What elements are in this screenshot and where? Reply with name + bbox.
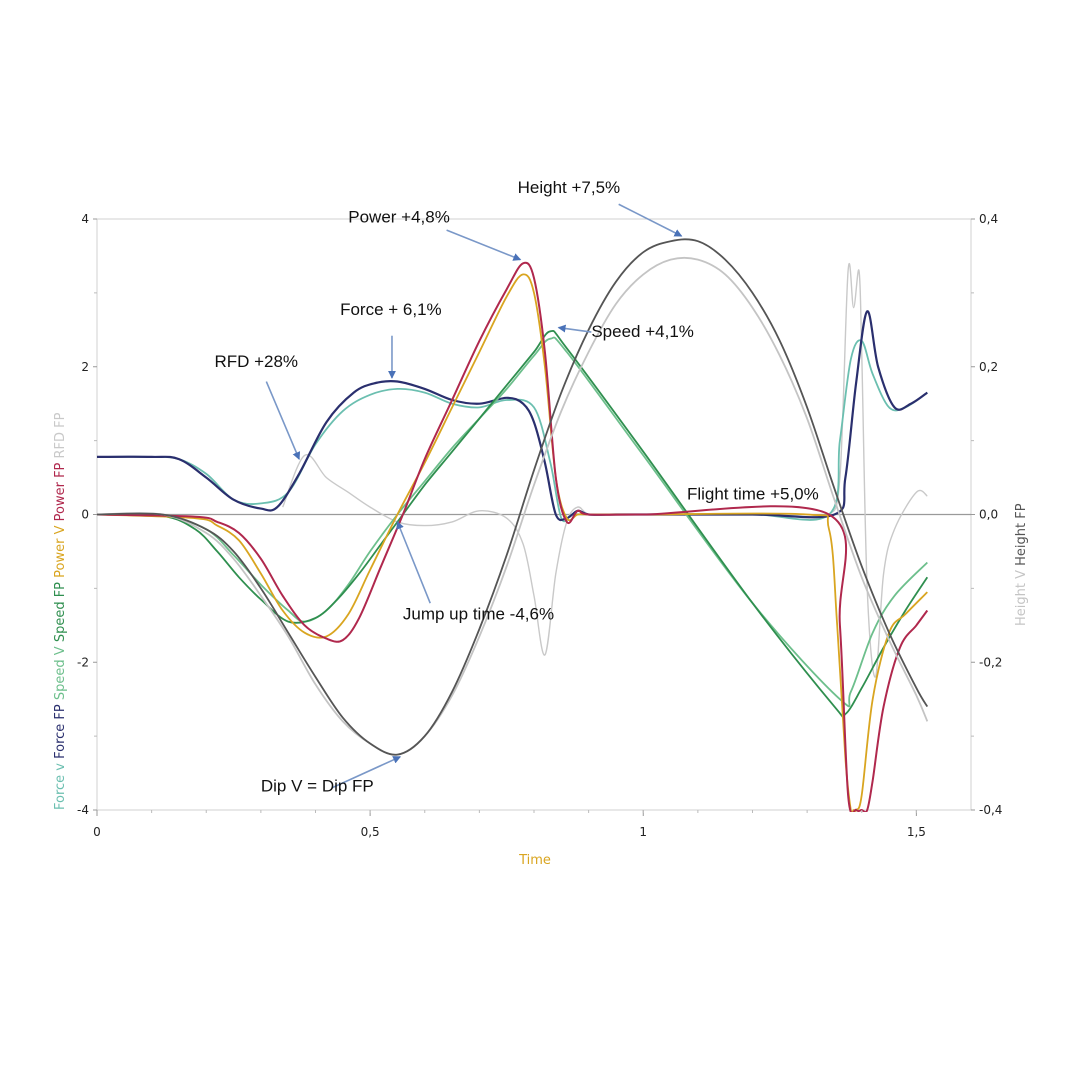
y-left-tick-label: 0: [81, 508, 89, 522]
series-height-v-line: [97, 256, 929, 756]
series-height-fp-line: [97, 238, 929, 756]
left-axis-labels: Force v Force FP Speed V Speed FP Power …: [53, 412, 68, 810]
right-axis-labels: Height V Height FP: [1014, 503, 1029, 626]
x-tick-label: 1,5: [907, 825, 926, 839]
y-right-tick-label: 0,0: [979, 508, 998, 522]
series-speed-v-line: [97, 336, 928, 708]
series-lines: [97, 238, 929, 812]
annotation-label: Speed +4,1%: [591, 322, 694, 341]
annotation-label: Dip V = Dip FP: [261, 777, 374, 796]
y-right-label-part: Height FP: [1014, 503, 1029, 570]
y-left-label-part: Power FP: [53, 462, 68, 525]
y-left-tick-label: 2: [81, 360, 89, 374]
y-left-tick-label: -2: [77, 655, 89, 669]
y-right-tick-label: -0,4: [979, 803, 1002, 817]
annotation-label: Flight time +5,0%: [687, 485, 819, 504]
axis-ticks: 0 0,5 1 1,5 4 2 0 -2 -4 0,4 0,2 0,0 -0,2 -0,4: [77, 212, 1002, 839]
y-right-label-part: Height V: [1014, 570, 1029, 626]
y-left-label-part: Force FP: [53, 704, 68, 763]
y-left-label-part: Speed V: [53, 646, 68, 704]
annotation-arrow: [618, 203, 683, 237]
x-tick-label: 1: [639, 825, 647, 839]
y-left-label-part: Speed FP: [53, 582, 68, 646]
x-axis-label: Time: [518, 853, 551, 868]
y-left-label-part: Force v: [53, 763, 68, 810]
y-left-label-part: Power V: [53, 525, 68, 582]
annotation-arrow: [446, 229, 522, 261]
y-left-tick-label: -4: [77, 803, 89, 817]
series-force-fp-line: [97, 310, 928, 522]
y-right-tick-label: -0,2: [979, 655, 1002, 669]
x-tick-label: 0: [93, 825, 101, 839]
y-left-label-part: RFD FP: [53, 412, 68, 462]
annotation-label: Height +7,5%: [518, 178, 621, 197]
series-force-v-line: [97, 339, 928, 523]
y-left-axis-title: Force v Force FP Speed V Speed FP Power …: [53, 412, 68, 810]
annotation-label: RFD +28%: [214, 352, 298, 371]
annotation-label: Jump up time -4,6%: [403, 604, 554, 623]
annotation-arrow: [557, 324, 592, 333]
annotation-arrow: [331, 756, 402, 789]
y-right-tick-label: 0,2: [979, 360, 998, 374]
annotation-arrow: [396, 520, 431, 604]
y-right-axis-title: Height V Height FP: [1014, 503, 1029, 626]
annotation-label: Power +4,8%: [348, 208, 450, 227]
annotation-label: Force + 6,1%: [340, 300, 442, 319]
y-left-tick-label: 4: [81, 212, 89, 226]
x-tick-label: 0,5: [361, 825, 380, 839]
y-right-tick-label: 0,4: [979, 212, 998, 226]
annotation-arrow: [265, 381, 301, 461]
chart-annotations: Height +7,5% Power +4,8% Force + 6,1% Speed…: [214, 178, 818, 795]
